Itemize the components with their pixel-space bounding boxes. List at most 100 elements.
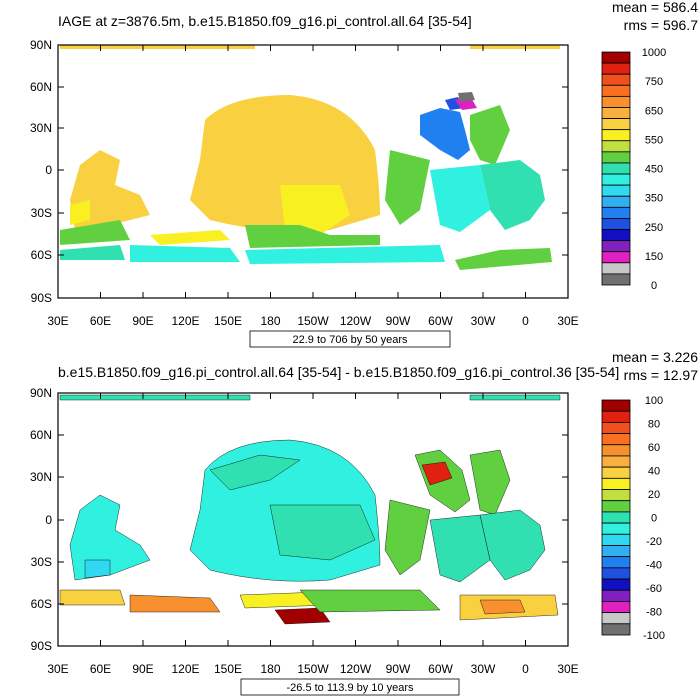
x-tick-label: 150E: [214, 662, 242, 676]
legend-swatch: [601, 218, 631, 230]
x-tick-label: 180: [260, 662, 280, 676]
legend-label: 450: [645, 164, 663, 176]
legend-label: 250: [645, 222, 663, 234]
legend-swatch: [601, 545, 631, 558]
legend-swatch: [601, 84, 631, 97]
x-tick-label: 30E: [47, 662, 68, 676]
legend-label: 150: [645, 251, 663, 263]
x-tick-label: 60E: [90, 314, 111, 328]
legend-swatch: [601, 262, 631, 275]
x-tick-label: 30E: [557, 314, 578, 328]
y-tick-label: 0: [45, 513, 52, 527]
x-tick-label: 120E: [171, 314, 199, 328]
field-patch: [469, 449, 511, 516]
legend-label: 350: [645, 193, 663, 205]
contour-info: 22.9 to 706 by 50 years: [293, 334, 408, 346]
field-patch: [59, 589, 126, 606]
field-patch: [269, 504, 376, 561]
field-patch: [209, 454, 301, 491]
x-tick-label: 120W: [340, 314, 372, 328]
legend-swatch: [601, 477, 631, 490]
legend-label: 100: [645, 395, 663, 407]
stat-rms: rms = 12.97: [624, 367, 699, 383]
legend-swatch: [601, 151, 631, 164]
ocean-field: [59, 394, 561, 625]
field-patch: [470, 105, 510, 165]
y-tick-label: 0: [45, 163, 52, 177]
stat-mean: mean = 3.226: [612, 349, 698, 365]
y-tick-label: 30S: [31, 555, 52, 569]
legend-swatch: [601, 173, 631, 186]
legend-label: -100: [643, 630, 665, 642]
field-patch: [480, 160, 545, 230]
field-patch: [274, 607, 331, 625]
x-tick-label: 180: [260, 314, 280, 328]
legend-label: 1000: [642, 47, 666, 59]
legend-label: -80: [646, 607, 662, 619]
legend-swatch: [601, 578, 631, 591]
x-tick-label: 30E: [47, 314, 68, 328]
legend-swatch: [601, 118, 631, 131]
legend-swatch: [601, 162, 631, 175]
legend-swatch: [601, 184, 631, 197]
field-patch: [299, 589, 441, 613]
field-patch: [245, 225, 380, 248]
legend-swatch: [601, 601, 631, 614]
legend-label: -40: [646, 560, 662, 572]
legend-swatch: [601, 589, 631, 602]
field-patch: [69, 494, 151, 581]
x-tick-label: 120E: [171, 662, 199, 676]
stat-rms: rms = 596.7: [624, 17, 699, 33]
legend-swatch: [601, 62, 631, 75]
x-tick-label: 90E: [132, 662, 153, 676]
field-patch: [70, 200, 90, 225]
legend-swatch: [601, 522, 631, 535]
x-tick-label: 30W: [471, 662, 496, 676]
legend-swatch: [601, 567, 631, 580]
contour-info-box: [240, 678, 460, 696]
x-tick-label: 30E: [557, 662, 578, 676]
legend-swatch: [601, 500, 631, 513]
y-tick-label: 90S: [31, 291, 52, 305]
legend-swatch: [601, 399, 631, 412]
legend-label: 80: [648, 419, 660, 431]
field-patch: [84, 559, 111, 579]
field-patch: [60, 220, 130, 245]
field-patch: [479, 599, 526, 615]
y-tick-label: 60S: [31, 248, 52, 262]
field-patch: [469, 394, 561, 401]
chart-panel-2: b.e15.B1850.f09_g16.pi_control.all.64 [3…: [30, 349, 699, 696]
field-patch: [455, 248, 552, 270]
field-patch: [150, 230, 230, 245]
legend-swatch: [601, 533, 631, 546]
legend-swatch: [601, 455, 631, 468]
legend-swatch: [601, 410, 631, 423]
y-tick-label: 30N: [30, 470, 52, 484]
y-tick-label: 90S: [31, 639, 52, 653]
field-patch: [430, 165, 490, 232]
legend-label: 650: [645, 105, 663, 117]
field-patch: [420, 108, 470, 160]
field-patch: [421, 461, 453, 486]
y-tick-label: 60S: [31, 597, 52, 611]
chart-title: b.e15.B1850.f09_g16.pi_control.all.64 [3…: [58, 364, 619, 380]
legend-label: 750: [645, 76, 663, 88]
y-tick-label: 60N: [30, 80, 52, 94]
legend-swatch: [601, 612, 631, 625]
y-tick-label: 90N: [30, 386, 52, 400]
legend-swatch: [601, 273, 631, 286]
legend-label: 550: [645, 134, 663, 146]
y-tick-label: 60N: [30, 428, 52, 442]
x-tick-label: 150W: [297, 314, 329, 328]
x-tick-label: 90E: [132, 314, 153, 328]
legend-swatch: [601, 140, 631, 153]
legend-label: -60: [646, 583, 662, 595]
legend-label: 0: [651, 280, 657, 292]
legend-swatch: [601, 73, 631, 86]
x-tick-label: 60W: [428, 314, 453, 328]
field-patch: [470, 45, 560, 49]
ocean-field: [60, 45, 560, 270]
y-tick-label: 30N: [30, 121, 52, 135]
field-patch: [245, 245, 445, 264]
